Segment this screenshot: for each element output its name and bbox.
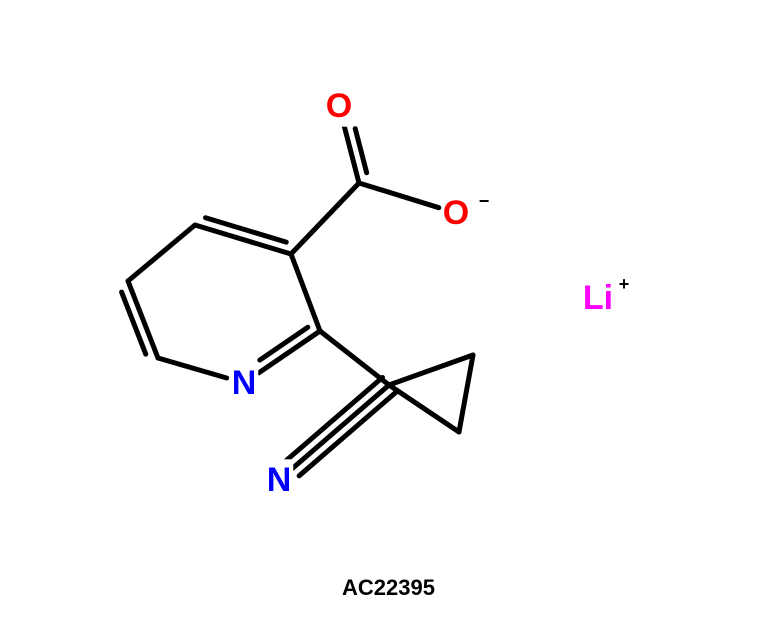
n-atom-label: N xyxy=(232,364,257,402)
o-atom-label: O xyxy=(326,87,352,125)
molecule-diagram: { "canvas": { "width": 777, "height": 63… xyxy=(0,0,777,631)
li-atom-label: Li xyxy=(583,279,613,317)
charge-label: − xyxy=(479,191,490,211)
charge-label: + xyxy=(619,274,630,294)
molecule-svg: OO−NNLi+ xyxy=(0,0,777,631)
n-atom-label: N xyxy=(267,461,292,499)
o-atom-label: O xyxy=(443,194,469,232)
compound-id-label: AC22395 xyxy=(0,575,777,601)
